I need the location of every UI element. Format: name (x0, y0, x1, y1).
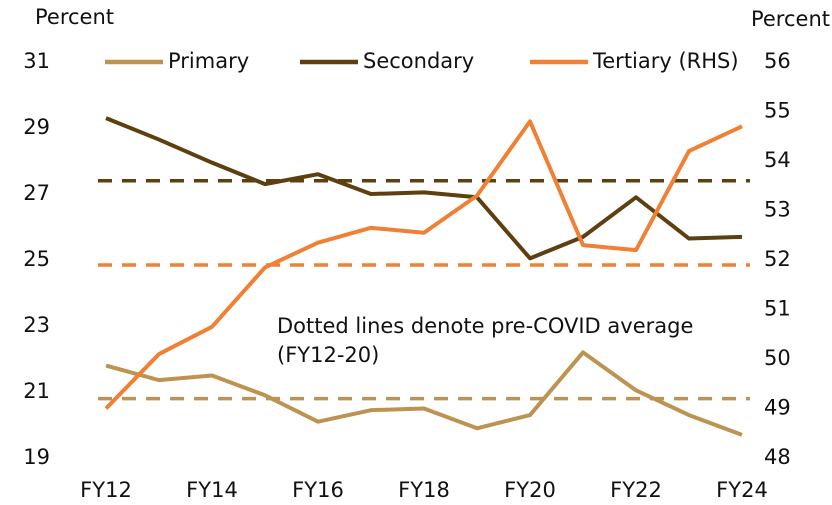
y2-tick-label: 55 (764, 99, 791, 123)
y2-axis-label: Percent (751, 7, 830, 31)
y2-tick-label: 56 (764, 49, 791, 73)
x-tick-label: FY16 (292, 478, 344, 502)
y-tick-label: 31 (23, 49, 50, 73)
y-tick-label: 19 (23, 445, 50, 469)
x-tick-label: FY12 (80, 478, 132, 502)
y2-tick-label: 50 (764, 346, 791, 370)
y2-tick-label: 54 (764, 148, 791, 172)
y2-tick-label: 49 (764, 396, 791, 420)
annotation: (FY12-20) (277, 343, 379, 367)
y-tick-label: 29 (23, 115, 50, 139)
y-axis-label: Percent (35, 5, 114, 29)
y2-tick-label: 52 (764, 247, 791, 271)
legend-label: Secondary (363, 49, 474, 73)
x-tick-label: FY18 (398, 478, 450, 502)
series-line (105, 350, 743, 437)
y-tick-label: 25 (23, 247, 50, 271)
y2-tick-label: 53 (764, 198, 791, 222)
series-line (105, 116, 743, 261)
x-tick-label: FY24 (716, 478, 768, 502)
annotation: Dotted lines denote pre-COVID average (277, 314, 693, 338)
x-tick-label: FY14 (186, 478, 238, 502)
x-tick-label: FY20 (504, 478, 556, 502)
legend-label: Primary (168, 49, 249, 73)
x-tick-label: FY22 (610, 478, 662, 502)
y-tick-label: 27 (23, 181, 50, 205)
y-tick-label: 21 (23, 379, 50, 403)
y-tick-label: 23 (23, 313, 50, 337)
y2-tick-label: 48 (764, 445, 791, 469)
legend-label: Tertiary (RHS) (592, 49, 739, 73)
y2-tick-label: 51 (764, 297, 791, 321)
series-line (104, 119, 743, 410)
